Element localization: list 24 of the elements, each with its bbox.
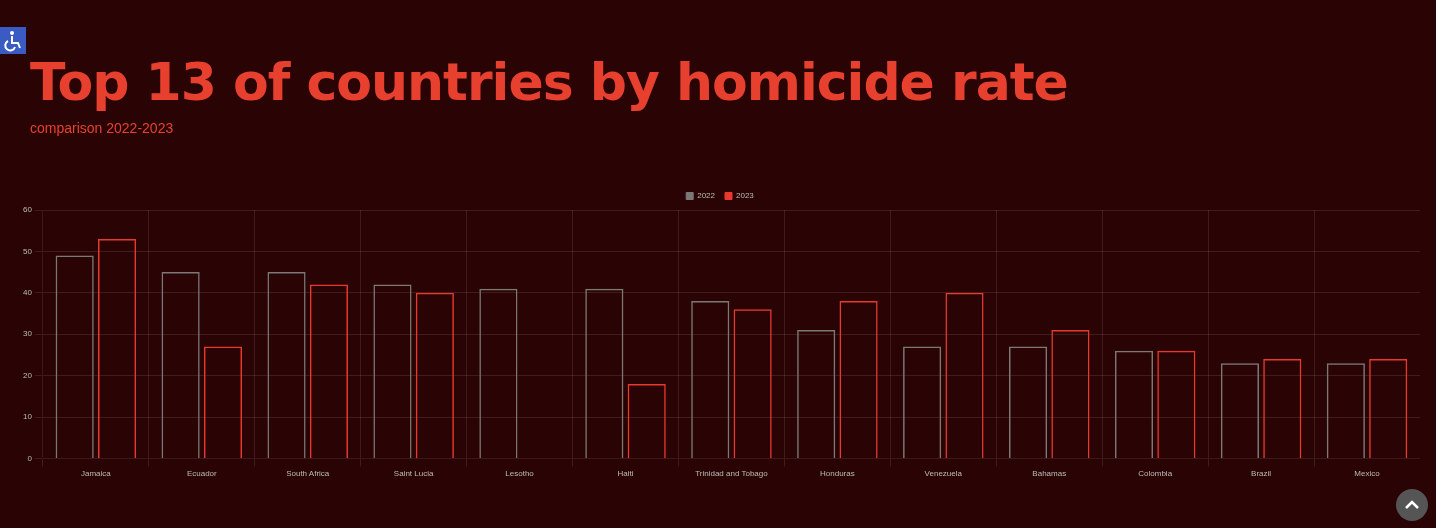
- x-tick-label: Mexico: [1354, 469, 1381, 479]
- chart-subtitle: comparison 2022-2023: [30, 120, 174, 136]
- x-tick-label: Saint Lucia: [393, 469, 434, 479]
- x-tick-label: Bahamas: [1032, 469, 1067, 479]
- y-tick-label: 40: [22, 288, 33, 297]
- y-tick-label: 60: [22, 205, 33, 215]
- x-tick-label: Venezuela: [924, 469, 963, 479]
- legend-label: 2023: [736, 191, 755, 201]
- y-tick-label: 0: [27, 453, 33, 463]
- x-tick-label: South Africa: [286, 469, 330, 479]
- x-tick-label: Brazil: [1251, 469, 1272, 479]
- legend-label: 2022: [697, 191, 716, 201]
- y-tick-label: 10: [22, 412, 33, 422]
- x-tick-label: Ecuador: [186, 469, 218, 479]
- x-tick-label: Haiti: [617, 469, 634, 479]
- x-tick-label: Jamaica: [80, 469, 112, 479]
- chart-title: Top 13 of countries by homicide rate: [30, 52, 1068, 112]
- y-tick-label: 50: [22, 246, 33, 256]
- x-tick-label: Honduras: [820, 469, 855, 479]
- x-tick-label: Colombia: [1138, 469, 1173, 479]
- x-tick-label: Lesotho: [505, 469, 535, 479]
- x-tick-label: Trinidad and Tobago: [695, 469, 769, 479]
- y-tick-label: 20: [22, 370, 33, 380]
- y-tick-label: 30: [22, 329, 33, 339]
